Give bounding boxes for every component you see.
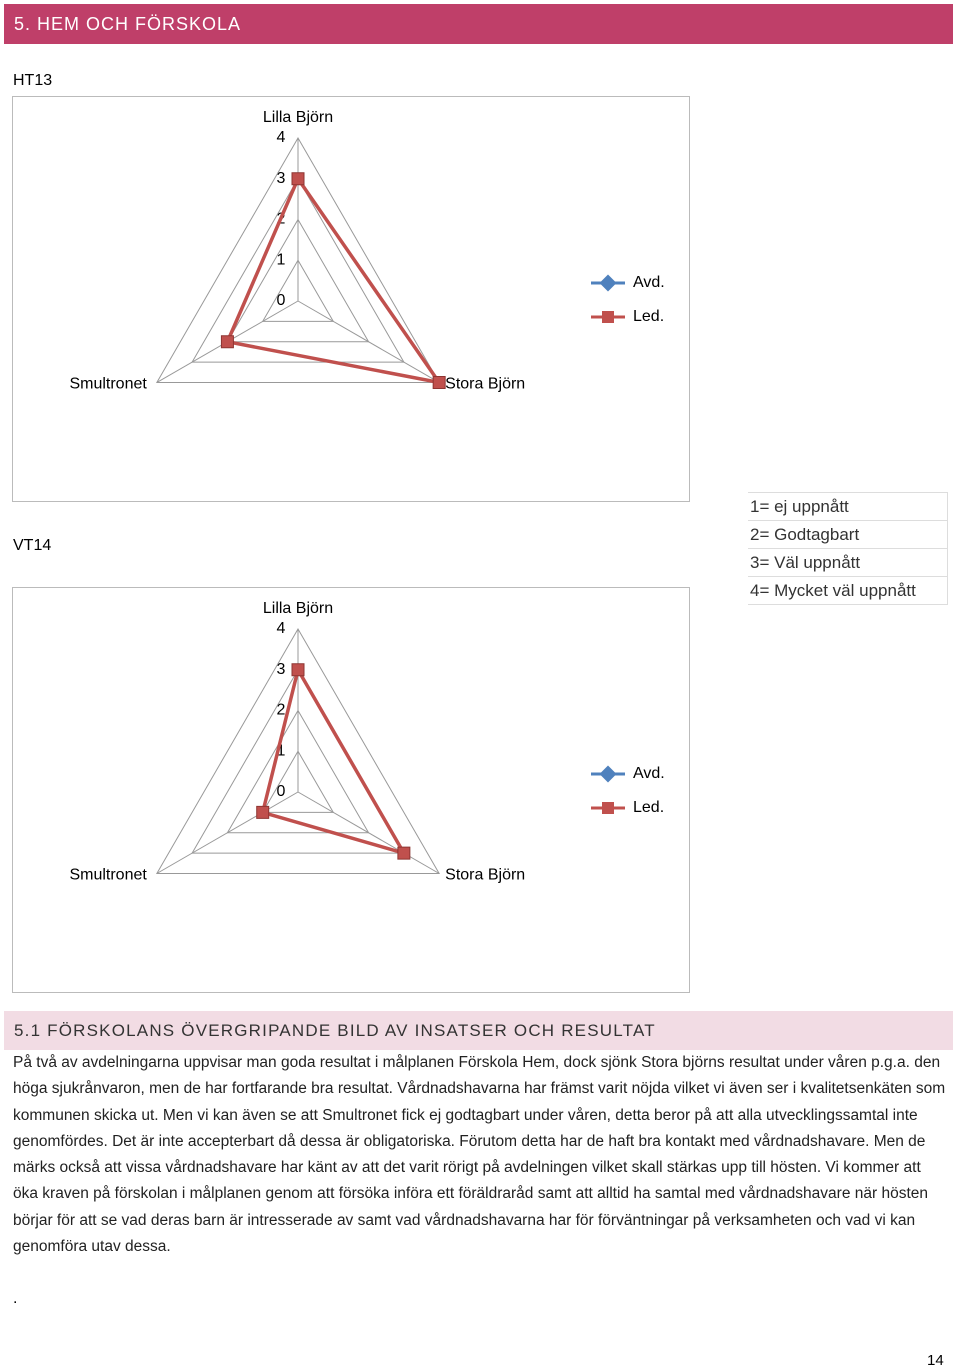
- chart: 0 1 2 3 4 Lilla Björn Stora Björn Smultronet Avd…: [12, 587, 690, 993]
- category-label: Stora Björn: [445, 867, 525, 884]
- category-label: Smultronet: [69, 376, 147, 393]
- spoke: [297, 791, 440, 874]
- category-label: Stora Björn: [445, 376, 525, 393]
- scale-item: 3= Väl uppnått: [748, 549, 948, 577]
- tick-label: 1: [277, 742, 286, 759]
- grid-line: [226, 709, 370, 834]
- scale-legend: 1= ej uppnått 2= Godtagbart 3= Väl uppnått…: [748, 492, 948, 605]
- grid-line: [155, 627, 441, 874]
- spoke: [297, 300, 440, 383]
- marker: [256, 805, 270, 819]
- spoke: [156, 791, 299, 874]
- legend-marker: [599, 765, 617, 783]
- marker: [220, 335, 234, 349]
- tick-label: 4: [277, 129, 286, 146]
- legend-marker: [599, 274, 617, 292]
- grid-line: [226, 218, 370, 343]
- legend-marker: [602, 802, 614, 814]
- tick-label: 0: [277, 783, 286, 800]
- series-line: [224, 175, 444, 386]
- tick-label: 2: [277, 702, 286, 719]
- tick-label: 3: [277, 170, 286, 187]
- legend-label: Avd.: [633, 765, 665, 782]
- grid-line: [191, 177, 405, 363]
- page-number: 14: [927, 1352, 944, 1369]
- category-label: Smultronet: [69, 867, 147, 884]
- legend-label: Led.: [633, 799, 664, 816]
- legend-label: Avd.: [633, 274, 665, 291]
- category-label: Lilla Björn: [263, 600, 333, 617]
- tick-label: 4: [277, 620, 286, 637]
- marker: [291, 172, 305, 186]
- chart-title: VT14: [13, 537, 52, 554]
- series-line: [260, 665, 408, 857]
- paragraph: På två av avdelningarna uppvisar man god…: [13, 1054, 946, 1256]
- legend-label: Led.: [633, 308, 664, 325]
- header-title: 5. HEM OCH FÖRSKOLA: [4, 4, 953, 44]
- grid-line: [155, 136, 441, 383]
- legend-marker: [602, 311, 614, 323]
- scale-item: 1= ej uppnått: [748, 493, 948, 521]
- tick-label: 0: [277, 292, 286, 309]
- tick-label: 3: [277, 661, 286, 678]
- category-label: Lilla Björn: [263, 109, 333, 126]
- grid-line: [261, 259, 335, 322]
- scale-item: 2= Godtagbart: [748, 521, 948, 549]
- section-heading: 5.1 FÖRSKOLANS ÖVERGRIPANDE BILD AV INSA…: [4, 1011, 953, 1050]
- chart-title: HT13: [13, 72, 53, 89]
- dot: .: [13, 1290, 18, 1307]
- marker: [432, 376, 446, 389]
- grid-line: [261, 750, 335, 813]
- marker: [397, 846, 411, 860]
- marker: [291, 663, 305, 677]
- tick-label: 1: [277, 251, 286, 268]
- scale-item: 4= Mycket väl uppnått: [748, 577, 948, 605]
